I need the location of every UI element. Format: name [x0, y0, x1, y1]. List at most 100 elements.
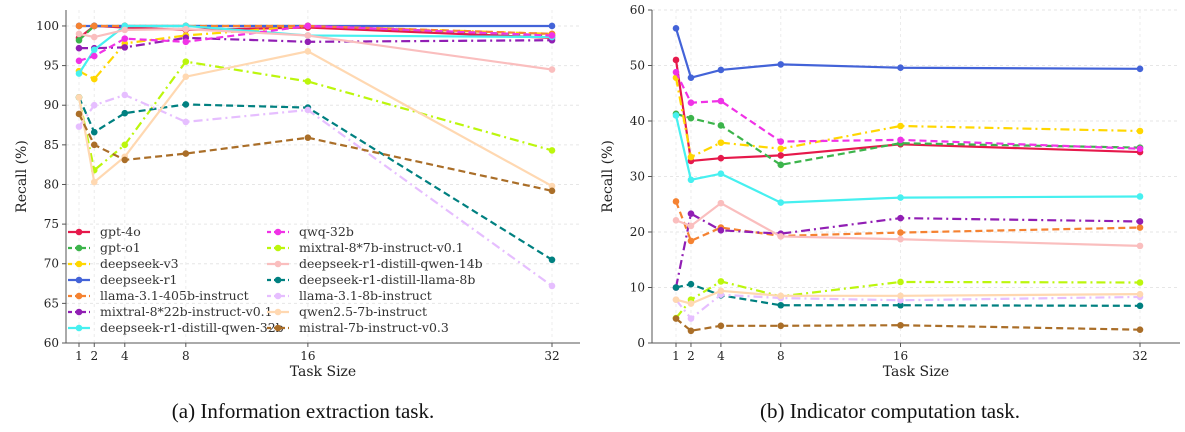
data-point — [897, 301, 904, 309]
data-point — [121, 141, 129, 149]
y-tick-label: 90 — [44, 98, 59, 112]
y-tick-label: 60 — [630, 3, 645, 17]
series-line — [78, 113, 553, 192]
data-point — [75, 70, 83, 77]
series-line — [78, 24, 553, 75]
legend-marker — [75, 260, 83, 268]
legend-marker — [274, 276, 282, 284]
data-point — [897, 278, 904, 286]
data-point — [717, 170, 725, 178]
legend-label: llama-3.1-8b-instruct — [299, 288, 432, 303]
data-point — [717, 139, 725, 146]
legend-label: llama-3.1-405b-instruct — [100, 288, 249, 303]
series-qwq-32b — [672, 68, 1144, 153]
data-point — [304, 78, 312, 85]
x-axis-label: Task Size — [290, 364, 356, 380]
y-tick-label: 95 — [44, 59, 59, 73]
data-point — [777, 152, 785, 159]
data-point — [182, 25, 190, 33]
data-point — [90, 101, 98, 109]
data-point — [548, 66, 556, 73]
data-point — [777, 233, 785, 240]
data-point — [304, 22, 312, 30]
data-point — [182, 38, 190, 46]
y-tick-label: 80 — [44, 177, 59, 191]
legend-label: mixtral-8*7b-instruct-v0.1 — [299, 240, 464, 255]
data-point — [304, 106, 312, 114]
series-line — [78, 93, 553, 287]
series-line — [77, 60, 553, 173]
legend-item: deepseek-r1-distill-qwen-14b — [267, 256, 483, 271]
y-tick-label: 70 — [44, 257, 59, 271]
data-point — [182, 118, 190, 126]
data-point — [672, 56, 680, 64]
data-point — [717, 287, 725, 295]
legend-marker — [75, 228, 83, 236]
chart-panel-a: 60 65 70 75 80 85 90 95 100 1 2 4 8 16 32 Task Size Reca… — [14, 10, 580, 423]
chart-panel-b: 0 10 20 30 40 50 60 1 2 4 8 16 32 Task Size Recall (%)… — [600, 3, 1180, 423]
series-line — [674, 59, 1141, 163]
legend-marker — [75, 324, 83, 332]
legend-item: deepseek-r1-distill-qwen-32b — [68, 320, 284, 335]
data-point — [672, 198, 680, 205]
y-tick-label: 60 — [44, 336, 59, 350]
legend-marker — [274, 292, 282, 300]
x-tick-label: 2 — [90, 349, 98, 363]
data-point — [687, 327, 695, 335]
series-qwq-32b — [75, 22, 556, 65]
legend-label: deepseek-r1-distill-qwen-14b — [299, 256, 483, 271]
y-tick-label: 40 — [630, 114, 645, 128]
data-point — [75, 93, 83, 101]
data-point — [672, 296, 680, 304]
data-point — [304, 32, 312, 39]
data-point — [897, 194, 904, 201]
data-point — [897, 64, 904, 72]
data-point — [548, 147, 556, 154]
series-deepseek-r1-distill-qwen-14b — [75, 25, 556, 73]
x-tick-label: 32 — [544, 349, 559, 363]
legend-item: llama-3.1-8b-instruct — [267, 288, 432, 303]
data-point — [717, 122, 725, 129]
legend-item: mistral-7b-instruct-v0.3 — [267, 320, 449, 335]
legend-item: llama-3.1-405b-instruct — [68, 288, 249, 303]
series-line — [675, 201, 1141, 247]
data-point — [717, 278, 725, 285]
series-mixtral-8-22b-instruct-v0-1 — [672, 210, 1144, 291]
data-point — [717, 227, 725, 234]
data-point — [1136, 145, 1144, 153]
series-mistral-7b-instruct-v0-3 — [75, 110, 556, 195]
legend-item: deepseek-v3 — [68, 256, 179, 271]
legend-label: deepseek-r1-distill-llama-8b — [299, 272, 475, 287]
series-deepseek-r1 — [672, 25, 1144, 82]
series-mistral-7b-instruct-v0-3 — [672, 315, 1144, 335]
data-point — [672, 112, 680, 119]
legend-marker — [274, 228, 282, 236]
legend-marker — [274, 308, 282, 316]
data-point — [90, 46, 98, 54]
data-point — [687, 300, 695, 307]
data-point — [897, 136, 904, 144]
data-point — [75, 110, 83, 118]
data-point — [1136, 193, 1144, 200]
y-tick-label: 30 — [630, 170, 645, 184]
legend-marker — [274, 244, 282, 252]
data-point — [90, 52, 98, 60]
data-point — [672, 217, 680, 224]
legend-item: mixtral-8*22b-instruct-v0.1 — [68, 304, 273, 319]
data-point — [897, 235, 904, 243]
legend-marker — [75, 244, 83, 252]
y-tick-label: 85 — [44, 138, 59, 152]
x-tick-label: 32 — [1132, 349, 1147, 363]
legend-item: qwq-32b — [267, 224, 354, 239]
data-point — [304, 134, 312, 142]
series-line — [674, 211, 1141, 288]
legend-item: qwen2.5-7b-instruct — [267, 304, 427, 319]
data-point — [121, 156, 129, 164]
legend-marker — [274, 324, 282, 332]
subfigure-caption: (a) Information extraction task. — [172, 399, 434, 423]
data-point — [121, 109, 129, 117]
data-point — [672, 25, 680, 32]
legend-label: gpt-4o — [100, 224, 141, 239]
series-deepseek-r1-distill-qwen-32b — [672, 112, 1144, 206]
